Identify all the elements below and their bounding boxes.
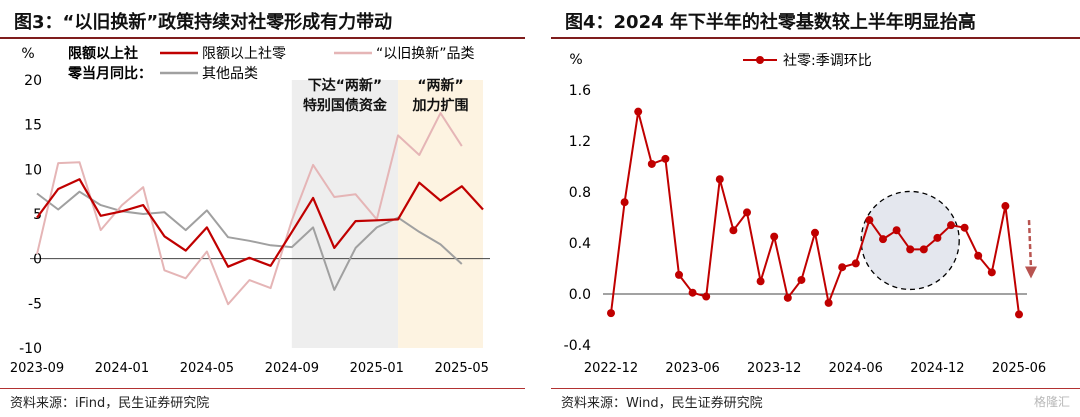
data-point	[838, 263, 847, 272]
y-tick-label: 0	[33, 252, 42, 268]
left-chart-title: 图3：“以旧换新”政策持续对社零形成有力带动	[14, 12, 393, 33]
legend-marker	[756, 56, 764, 64]
x-tick-label: 2025-05	[435, 361, 489, 376]
legend-label: 限额以上社零	[202, 46, 286, 62]
data-point	[675, 270, 683, 279]
annotation-band-0	[291, 80, 399, 348]
annotation-text: 特别国债资金	[303, 97, 388, 114]
annotation-text: 下达“两新”	[308, 77, 382, 94]
data-point	[688, 288, 697, 297]
data-point	[824, 298, 833, 307]
data-point	[933, 233, 942, 242]
series-line	[36, 178, 484, 268]
y-tick-label: 15	[24, 118, 42, 134]
trend-arrow-head	[1025, 266, 1037, 279]
y-tick-label: 0.0	[569, 287, 591, 303]
legend-title: 限额以上社	[68, 45, 138, 62]
data-point	[620, 198, 629, 207]
x-tick-label: 2024-01	[95, 361, 149, 376]
series-line	[610, 110, 1020, 315]
data-point	[702, 292, 711, 301]
data-point	[729, 226, 738, 235]
x-tick-label: 2024-05	[180, 361, 234, 376]
right-panel: 图4：2024 年下半年的社零基数较上半年明显抬高 % -0.4 0.0 0.4 0.8…	[551, 0, 1080, 417]
data-point	[1001, 202, 1010, 211]
data-point	[607, 309, 615, 318]
data-point	[647, 159, 656, 168]
trend-arrow-shaft	[1027, 219, 1033, 269]
y-tick-label: 5	[33, 207, 42, 223]
data-point	[770, 232, 779, 241]
data-point	[783, 293, 792, 302]
data-point	[715, 175, 724, 184]
left-panel: 图3：“以旧换新”政策持续对社零形成有力带动 下达“两新” 特别国债资金 “两新” 加…	[0, 0, 525, 417]
data-point	[906, 245, 915, 254]
data-point	[865, 216, 874, 225]
right-chart-title: 图4：2024 年下半年的社零基数较上半年明显抬高	[565, 12, 976, 33]
data-point	[892, 226, 901, 235]
y-tick-label: 1.2	[569, 134, 591, 150]
x-tick-label: 2025-06	[992, 361, 1046, 376]
x-tick-label: 2022-12	[584, 361, 638, 376]
data-point	[743, 208, 751, 217]
right-chart: % -0.4 0.0 0.4 0.8 1.2 1.6 2022-12 2023-06 2023-1…	[564, 52, 1046, 376]
legend-title: 零当月同比：	[67, 65, 152, 82]
series-line	[36, 190, 463, 291]
left-title-rule	[0, 37, 525, 39]
x-tick-label: 2024-09	[265, 361, 319, 376]
left-bottom-rule	[0, 388, 525, 389]
data-point	[974, 251, 983, 260]
data-point	[797, 275, 806, 284]
watermark-logo: 格隆汇	[1033, 395, 1070, 409]
y-tick-label: 0.4	[569, 236, 591, 252]
y-tick-label: 0.8	[569, 185, 591, 201]
highlight-circle	[860, 190, 960, 291]
x-tick-label: 2025-01	[350, 361, 404, 376]
data-point	[1015, 310, 1023, 319]
data-point	[661, 154, 670, 163]
x-tick-label: 2023-09	[10, 361, 64, 376]
annotation-text: “两新”	[417, 77, 463, 94]
legend-label: 其他品类	[202, 66, 258, 82]
data-point	[634, 107, 643, 116]
data-point	[811, 228, 819, 237]
annotation-band-1	[398, 80, 483, 348]
y-axis-unit: %	[569, 52, 582, 68]
y-tick-label: 10	[24, 162, 42, 178]
annotation-text: 加力扩围	[412, 97, 469, 114]
data-point	[756, 277, 765, 286]
left-source-note: 资料来源：iFind，民生证券研究院	[10, 396, 210, 411]
data-point	[960, 223, 969, 232]
legend-label: “以旧换新”品类	[376, 45, 475, 62]
right-title-rule	[551, 37, 1080, 39]
y-tick-label: -10	[19, 341, 42, 357]
data-point	[851, 259, 860, 268]
data-point	[947, 221, 955, 230]
x-tick-label: 2024-12	[910, 361, 964, 376]
data-point	[919, 245, 928, 254]
y-axis-unit: %	[21, 46, 34, 62]
y-tick-label: 20	[24, 73, 42, 89]
y-tick-label: 1.6	[569, 83, 591, 99]
y-tick-label: -0.4	[564, 338, 591, 354]
data-point	[987, 268, 996, 277]
right-source-note: 资料来源：Wind，民生证券研究院	[561, 396, 763, 411]
x-tick-label: 2023-06	[665, 361, 719, 376]
x-tick-label: 2023-12	[747, 361, 801, 376]
y-tick-label: -5	[28, 296, 42, 312]
data-point	[879, 235, 887, 244]
right-bottom-rule	[551, 388, 1080, 389]
x-tick-label: 2024-06	[829, 361, 883, 376]
left-chart: 下达“两新” 特别国债资金 “两新” 加力扩围% -10 -5 0 5 10 15 20 2023-0…	[10, 45, 490, 376]
series-line	[36, 112, 463, 306]
legend-label: 社零:季调环比	[783, 53, 872, 69]
